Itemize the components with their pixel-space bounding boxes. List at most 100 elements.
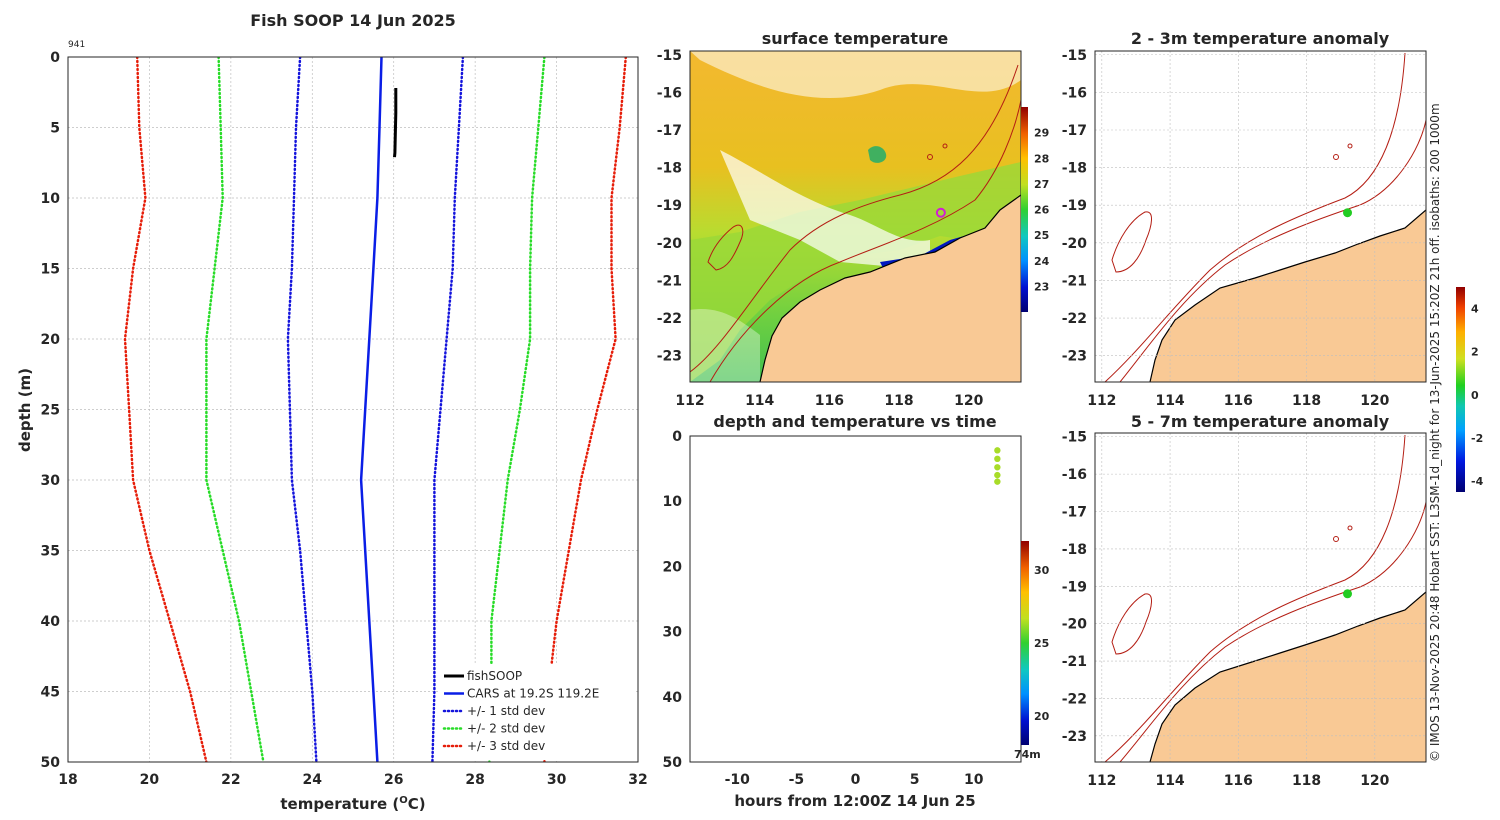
x-tick-label: 118 bbox=[1292, 773, 1321, 789]
shoal bbox=[1347, 525, 1353, 531]
anomaly-2-3m-title: 2 - 3m temperature anomaly bbox=[1131, 29, 1390, 48]
profile-series bbox=[123, 57, 628, 762]
y-tick-label: -18 bbox=[1062, 161, 1087, 177]
y-tick-label: -21 bbox=[657, 273, 682, 289]
series-line bbox=[431, 57, 465, 762]
colorbar-tick-label: 20 bbox=[1034, 710, 1050, 723]
colorbar-tick-label: 23 bbox=[1034, 280, 1049, 293]
y-tick-label: 45 bbox=[41, 685, 60, 701]
colorbar-tick-label: 2 bbox=[1471, 346, 1479, 359]
x-tick-label: 118 bbox=[884, 393, 913, 409]
colorbar-tick-label: -2 bbox=[1471, 432, 1483, 445]
y-tick-label: 35 bbox=[41, 544, 60, 560]
x-tick-label: 114 bbox=[1155, 773, 1184, 789]
anomaly-5-7m-map: 5 - 7m temperature anomaly 112 114 116 118 1… bbox=[1062, 412, 1427, 789]
profile-legend: fishSOOP CARS at 19.2S 119.2E +/- 1 std de… bbox=[438, 664, 636, 760]
y-tick-label: -20 bbox=[1062, 236, 1088, 252]
x-tick-label: 22 bbox=[221, 772, 240, 788]
x-tick-label: 114 bbox=[745, 393, 774, 409]
time-point bbox=[994, 447, 1001, 454]
y-tick-label: -19 bbox=[657, 198, 682, 214]
y-tick-label: -23 bbox=[657, 349, 682, 365]
time-point bbox=[994, 478, 1001, 485]
anomaly-2-3m-ticks: 112 114 116 118 120 -15 -16 -17 -18 -19 -20 -21 -22 -… bbox=[1062, 48, 1426, 409]
coastline bbox=[759, 194, 1021, 382]
y-tick-label: -16 bbox=[1062, 85, 1087, 101]
anomaly-colorbar-gradient bbox=[1456, 287, 1465, 492]
x-tick-label: 24 bbox=[303, 772, 323, 788]
x-tick-label: 116 bbox=[1224, 773, 1253, 789]
sst-eddy bbox=[868, 146, 887, 163]
x-tick-label: 120 bbox=[1360, 393, 1389, 409]
time-ticks: -10 -5 0 5 10 0 10 20 30 40 50 bbox=[663, 429, 984, 788]
sst-colorbar-ticks: 23 24 25 26 27 28 29 bbox=[1034, 127, 1050, 294]
isobath-1000 bbox=[709, 99, 1021, 382]
y-tick-label: -22 bbox=[1062, 311, 1087, 327]
y-tick-label: -18 bbox=[1062, 542, 1087, 558]
y-tick-label: 50 bbox=[41, 755, 61, 771]
colorbar-tick-label: 28 bbox=[1034, 152, 1049, 165]
profile-title: Fish SOOP 14 Jun 2025 bbox=[250, 11, 456, 30]
shoal bbox=[942, 143, 948, 149]
y-tick-label: 5 bbox=[50, 121, 60, 137]
y-tick-label: 30 bbox=[41, 473, 61, 489]
island-isobath bbox=[1111, 211, 1152, 273]
y-tick-label: -22 bbox=[657, 311, 682, 327]
profile-ticks: 18 20 22 24 26 28 30 32 0 5 10 15 20 25 30 35 40 45 50 bbox=[41, 50, 648, 788]
colorbar-tick-label: 24 bbox=[1034, 255, 1050, 268]
profile-xlabel: temperature (OC) bbox=[280, 795, 425, 813]
anomaly-5-7m-title: 5 - 7m temperature anomaly bbox=[1131, 412, 1390, 431]
anomaly-2-3m-map: 2 - 3m temperature anomaly 112 114 116 118 1… bbox=[1062, 29, 1427, 409]
sst-colorbar bbox=[1021, 107, 1028, 312]
shoal bbox=[1333, 154, 1339, 160]
y-tick-label: -17 bbox=[657, 123, 682, 139]
time-colorbar-depth-label: 74m bbox=[1014, 748, 1041, 761]
time-xlabel: hours from 12:00Z 14 Jun 25 bbox=[734, 792, 975, 810]
series-line bbox=[123, 57, 208, 762]
y-tick-label: -16 bbox=[657, 85, 682, 101]
land bbox=[1150, 592, 1426, 762]
time-colorbar bbox=[1021, 541, 1029, 745]
x-tick-label: 120 bbox=[1360, 773, 1389, 789]
y-tick-label: -21 bbox=[1062, 654, 1087, 670]
colorbar-tick-label: 29 bbox=[1034, 127, 1049, 140]
time-point bbox=[994, 464, 1001, 471]
y-tick-label: -18 bbox=[657, 161, 682, 177]
sst-cloud bbox=[690, 309, 760, 382]
y-tick-label: -15 bbox=[1062, 48, 1087, 64]
y-tick-label: 20 bbox=[41, 332, 61, 348]
y-tick-label: 50 bbox=[663, 755, 683, 771]
anomaly-5-7m-frame bbox=[1094, 432, 1427, 763]
series-line bbox=[393, 88, 398, 158]
shoal bbox=[1333, 536, 1339, 542]
y-tick-label: -23 bbox=[1062, 349, 1087, 365]
y-tick-label: -17 bbox=[1062, 505, 1087, 521]
profile-grid bbox=[67, 56, 639, 763]
y-tick-label: 15 bbox=[41, 262, 60, 278]
x-tick-label: 116 bbox=[815, 393, 844, 409]
x-tick-label: 28 bbox=[465, 772, 484, 788]
island-isobath bbox=[1111, 593, 1152, 655]
anomaly-colorbar-ticks: 4 2 0 -2 -4 bbox=[1471, 303, 1484, 489]
sst-title: surface temperature bbox=[762, 29, 949, 48]
y-tick-label: 20 bbox=[663, 559, 683, 575]
series-line bbox=[488, 57, 546, 762]
x-tick-label: 10 bbox=[964, 772, 984, 788]
x-tick-label: -10 bbox=[725, 772, 751, 788]
isobath-1000 bbox=[1119, 119, 1426, 382]
x-tick-label: 18 bbox=[58, 772, 77, 788]
isobath-200 bbox=[1104, 434, 1406, 762]
anomaly-5-7m-field bbox=[1104, 434, 1426, 762]
x-tick-label: 32 bbox=[628, 772, 647, 788]
x-tick-label: 118 bbox=[1292, 393, 1321, 409]
profile-annotation: 941 bbox=[68, 40, 85, 50]
anomaly-2-3m-frame bbox=[1094, 50, 1427, 383]
sst-cloud bbox=[720, 150, 930, 270]
y-tick-label: -21 bbox=[1062, 273, 1087, 289]
y-tick-label: -19 bbox=[1062, 198, 1087, 214]
y-tick-label: -19 bbox=[1062, 579, 1087, 595]
legend-label: +/- 3 std dev bbox=[467, 739, 545, 753]
sst-field bbox=[690, 51, 1021, 382]
y-tick-label: 0 bbox=[50, 50, 60, 66]
